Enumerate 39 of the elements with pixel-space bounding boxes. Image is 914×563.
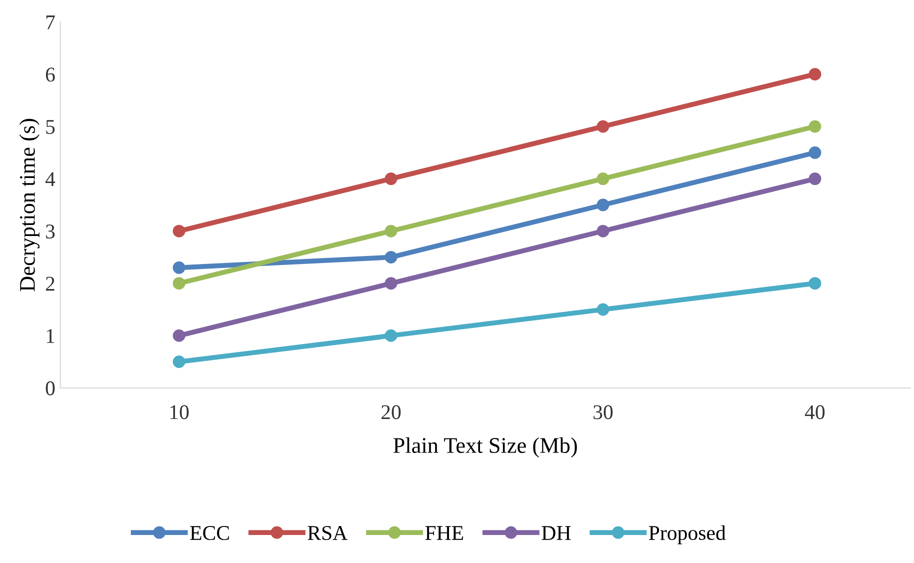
legend-label: Proposed (648, 525, 726, 544)
point (596, 198, 610, 212)
y-tick-label: 0 (46, 381, 55, 396)
point (172, 277, 186, 290)
point (172, 329, 186, 342)
y-tick-label: 1 (46, 329, 54, 343)
y-axis-title: Decryption time (s) (19, 118, 40, 292)
y-tick-label: 5 (46, 120, 55, 134)
x-axis-title: Plain Text Size (Mb) (393, 437, 577, 458)
x-tick-label: 10 (170, 405, 189, 420)
point (384, 329, 398, 342)
point (172, 224, 186, 238)
point (172, 356, 186, 368)
y-tick-label: 6 (46, 68, 55, 82)
point (596, 224, 610, 238)
x-tick-label: 30 (594, 405, 613, 420)
point (808, 172, 822, 186)
point (384, 277, 398, 290)
point (596, 120, 610, 133)
point (384, 172, 398, 186)
point (596, 172, 610, 186)
point (808, 68, 822, 80)
point (808, 277, 822, 290)
legend-label: RSA (308, 526, 348, 540)
x-tick-label: 40 (804, 405, 825, 420)
point (384, 250, 398, 264)
point (808, 146, 822, 159)
y-tick-label: 7 (46, 16, 55, 30)
point (808, 120, 822, 133)
legend-label: ECC (190, 526, 229, 540)
legend-label: FHE (425, 526, 464, 540)
y-tick-label: 2 (46, 276, 54, 291)
point (384, 224, 398, 238)
legend-label: DH (542, 526, 571, 540)
point (596, 303, 610, 316)
point (172, 261, 186, 274)
x-tick-label: 20 (382, 405, 401, 420)
y-tick-label: 3 (46, 224, 55, 239)
y-tick-label: 4 (45, 172, 56, 186)
